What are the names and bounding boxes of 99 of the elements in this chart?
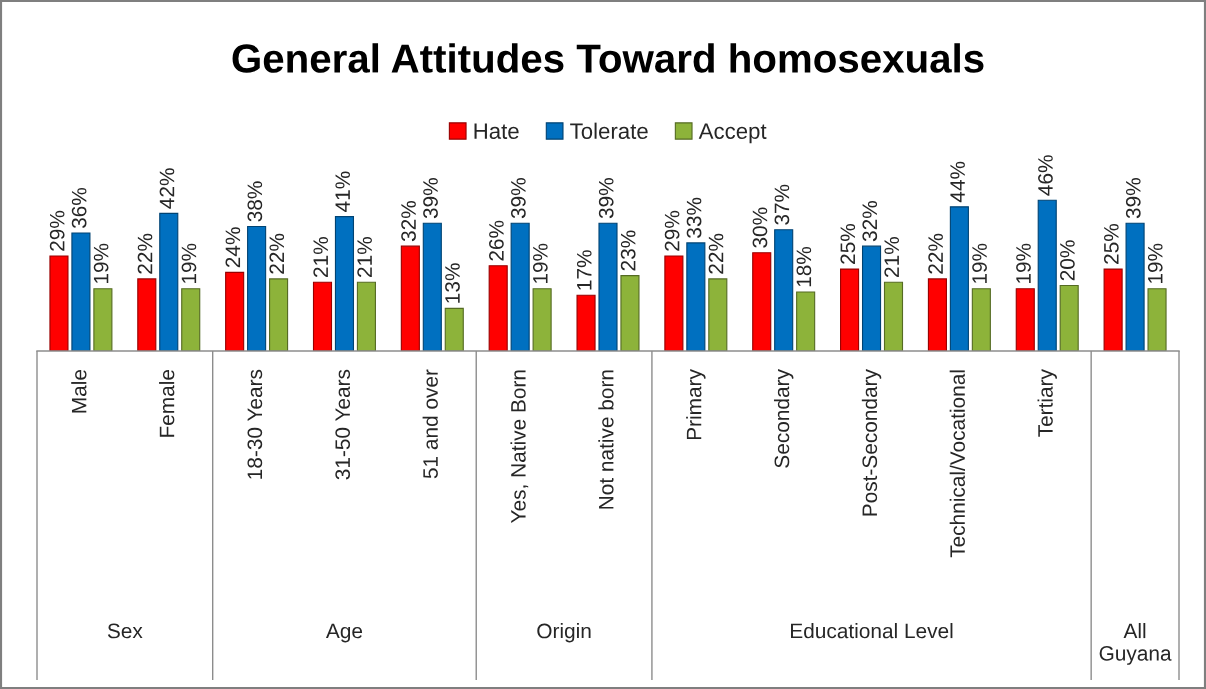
data-label: 25% [1103,223,1119,264]
bar [422,222,442,351]
x-tick-label: Secondary [773,369,794,468]
bar [708,278,728,351]
data-label: 22% [708,233,724,274]
data-label: 21% [357,237,372,277]
bar [664,255,684,351]
bar [93,288,113,351]
data-label: 13% [445,263,460,303]
data-label: 44% [950,161,965,203]
bar [1125,222,1145,351]
bar [1059,284,1079,351]
data-label: 22% [137,233,153,274]
bar [269,278,289,351]
bar [752,252,772,351]
data-label: 23% [620,230,636,271]
data-label: 19% [532,243,548,283]
data-label: 19% [972,243,987,283]
data-label: 39% [510,178,526,219]
bar [949,206,969,351]
data-label: 30% [752,207,768,248]
bar [225,271,245,351]
data-label: 20% [1060,240,1075,281]
text: All Guyana [1099,623,1172,665]
data-label: 21% [313,237,329,277]
text: Age [325,623,363,643]
data-label: 17% [576,250,592,290]
data-label: 39% [423,178,438,219]
x-tick-label: 31-50 Years [335,369,351,480]
data-label: 46% [1038,155,1053,196]
bar [312,281,333,351]
legend-label: Tolerate [570,122,648,139]
x-tick-label: Female [159,369,175,437]
data-label: 36% [71,187,87,229]
bar [576,294,596,351]
bar [532,288,552,351]
x-tick-label: Male [71,369,87,413]
bar [356,281,376,351]
bar [971,288,991,351]
data-label: 38% [247,181,263,222]
data-label: 41% [335,171,350,213]
data-label: 19% [1147,243,1163,283]
data-label: 25% [840,223,856,264]
legend-label: Accept [698,123,767,144]
x-tick-label: Tertiary [1037,369,1057,437]
data-label: 32% [862,201,878,242]
text: Sex [107,623,143,639]
bar [1015,288,1035,351]
data-label: 22% [269,233,285,274]
data-label: 29% [49,210,65,251]
data-label: 21% [884,237,900,277]
bar [620,275,640,351]
bar [1147,288,1167,351]
bar [247,225,267,351]
data-label: 19% [181,243,197,283]
bar [137,278,157,351]
data-label: 33% [686,197,702,238]
x-tick-label: Post-Secondary [861,369,882,516]
chart-title: General Attitudes Toward homosexuals [232,43,984,73]
x-tick-label: Not native born [598,370,614,509]
bar [49,255,69,351]
data-label: 26% [489,220,504,261]
data-label: 24% [225,227,241,268]
data-label: 42% [159,168,175,209]
text: Educational Level [791,623,953,639]
data-label: 18% [796,246,812,287]
data-label: 39% [598,178,614,219]
bar [181,288,201,351]
bar [840,268,860,351]
bar [334,216,355,351]
x-tick-label: Primary [686,369,706,440]
bar [883,281,904,351]
bar [510,222,530,351]
text: Origin [537,623,591,643]
bar [400,245,420,351]
data-label: 39% [1125,178,1141,219]
x-tick-label: 51 and over [422,369,438,479]
bar [1037,199,1057,351]
bar [598,222,618,351]
legend-label: Hate [474,123,519,139]
data-label: 22% [928,233,943,274]
bar [71,232,91,351]
data-label: 19% [93,243,109,283]
bar [159,212,179,351]
bar [796,291,816,351]
bar [861,245,882,351]
bar [774,229,794,351]
data-label: 29% [664,210,680,251]
data-label: 32% [401,201,416,242]
x-tick-label: 18-30 Years [247,369,263,479]
bar [444,307,464,351]
bar [1103,268,1123,351]
x-tick-label: Technical/Vocational [949,370,965,558]
data-label: 37% [774,184,790,225]
bar [686,242,706,351]
data-label: 19% [1016,243,1031,283]
bar [927,278,947,351]
bar [488,265,508,351]
x-tick-label: Yes, Native Born [510,370,529,524]
